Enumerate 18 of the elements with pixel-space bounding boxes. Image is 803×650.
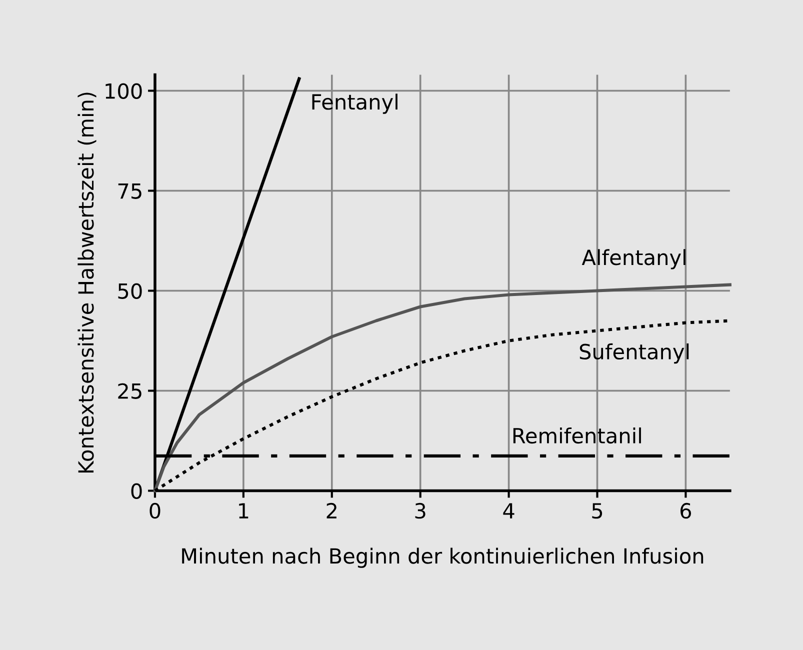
y-tick-label: 75: [118, 183, 142, 199]
x-tick-label: 0: [150, 502, 160, 519]
x-tick-label: 2: [326, 502, 336, 518]
series-label: Remifentanil: [513, 427, 641, 444]
y-tick-label: 25: [118, 383, 142, 399]
x-tick-label: 5: [592, 503, 602, 519]
x-tick-label: 4: [503, 503, 514, 518]
x-axis-title: Minuten nach Beginn der kontinuierlichen Infusion: [182, 548, 704, 568]
y-tick-label: 0: [131, 483, 142, 499]
x-tick-label: 6: [680, 502, 692, 519]
y-axis-title: Kontextsensitive Halbwertszeit (min): [78, 92, 96, 473]
series-label: Sufentanyl: [580, 343, 689, 364]
series-label: Alfentanyl: [582, 249, 686, 270]
y-tick-label: 100: [106, 83, 142, 99]
x-tick-label: 3: [415, 502, 426, 519]
y-tick-label: 50: [118, 283, 142, 299]
series-label: Fentanyl: [312, 94, 398, 114]
x-tick-label: 1: [239, 503, 248, 518]
